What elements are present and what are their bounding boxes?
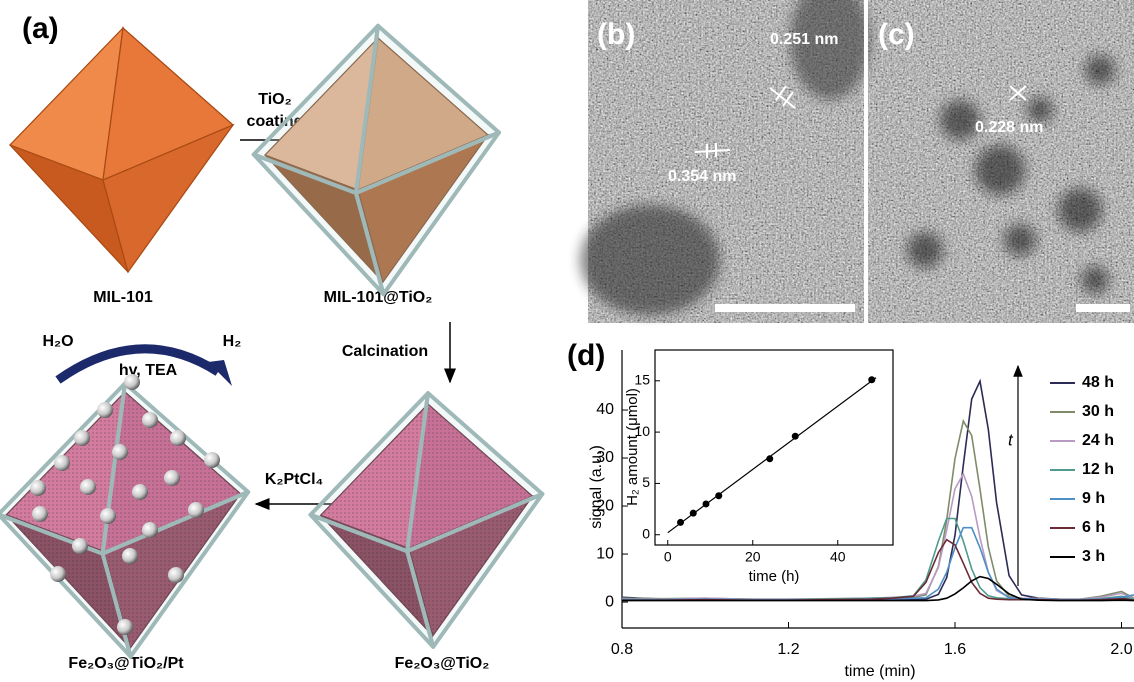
pt-particle	[122, 548, 138, 564]
pt-particle	[164, 470, 180, 486]
scale-bar	[715, 304, 855, 312]
divider	[864, 0, 868, 323]
lattice-spacing: 0.354 nm	[668, 168, 736, 185]
point	[792, 433, 799, 440]
pt-particle	[80, 479, 96, 495]
point	[715, 492, 722, 499]
step-label: K₂PtCl₄	[265, 471, 323, 488]
pt-particle	[100, 508, 116, 524]
y-axis-label: H₂ amount (μmol)	[624, 388, 641, 506]
pt-particle	[32, 506, 48, 522]
x-tick-label: 2.0	[1110, 641, 1132, 658]
y-tick-label: 5	[642, 474, 650, 490]
step-label: TiO₂	[258, 91, 291, 108]
x-tick-label: 40	[830, 549, 846, 565]
structure-label: MIL-101@TiO₂	[324, 289, 433, 306]
y-tick-label: 0	[605, 593, 614, 610]
y-tick-label: 10	[596, 545, 614, 562]
pt-particle	[142, 522, 158, 538]
x-tick-label: 0.8	[611, 641, 633, 658]
y-tick-label: 15	[634, 371, 650, 387]
x-tick-label: 0	[664, 549, 672, 565]
scale-bar	[1076, 304, 1130, 312]
x-tick-label: 1.2	[777, 641, 799, 658]
series-line	[622, 540, 1134, 601]
pt-particle	[54, 455, 70, 471]
panel-label: (a)	[22, 12, 59, 45]
lattice-spacing: 0.251 nm	[770, 31, 838, 48]
point	[703, 500, 710, 507]
structure-label: Fe₂O₃@TiO₂	[395, 655, 490, 672]
pt-particle	[72, 538, 88, 554]
x-tick-label: 1.6	[944, 641, 966, 658]
panel-label: (c)	[878, 18, 915, 51]
legend-label: 30 h	[1082, 403, 1114, 420]
x-tick-label: 20	[745, 549, 761, 565]
pt-particle	[117, 619, 133, 635]
lattice-spacing: 0.228 nm	[975, 119, 1043, 136]
pt-particle	[112, 444, 128, 460]
structure-label: MIL-101	[93, 289, 153, 306]
structure-label: Fe₂O₃@TiO₂/Pt	[68, 655, 184, 672]
legend-label: 48 h	[1082, 374, 1114, 391]
point	[766, 455, 773, 462]
pt-particle	[168, 567, 184, 583]
legend-label: 9 h	[1082, 490, 1105, 507]
pt-particle	[188, 502, 204, 518]
pt-particle	[170, 430, 186, 446]
point	[868, 376, 875, 383]
y-tick-label: 30	[596, 449, 614, 466]
product: H₂	[223, 333, 242, 350]
pt-particle	[74, 430, 90, 446]
legend-label: 3 h	[1082, 548, 1105, 565]
pt-particle	[132, 484, 148, 500]
pt-particle	[142, 412, 158, 428]
annotation: t	[1008, 430, 1014, 449]
step-label: Calcination	[342, 343, 428, 360]
x-axis-label: time (min)	[844, 663, 915, 680]
series-line	[622, 577, 1134, 601]
point	[677, 519, 684, 526]
y-tick-label: 0	[642, 525, 650, 541]
pt-particle	[124, 374, 140, 390]
legend-label: 24 h	[1082, 432, 1114, 449]
y-tick-label: 20	[596, 497, 614, 514]
reactant: H₂O	[42, 333, 73, 350]
figure: (a) MIL-101 MIL-101@TiO₂ Fe₂O₃@TiO₂ Fe₂O…	[0, 0, 1134, 682]
legend-label: 12 h	[1082, 461, 1114, 478]
panel-label: (d)	[567, 339, 605, 372]
panel-label: (b)	[597, 18, 635, 51]
legend-label: 6 h	[1082, 519, 1105, 536]
y-tick-label: 40	[596, 401, 614, 418]
pt-particle	[30, 480, 46, 496]
chart: 0 10 20 30 40 0.8 1.2 1.6 2.0 48 h 30 h 24 h 12 h 9 h…	[596, 350, 1134, 658]
point	[690, 510, 697, 517]
pt-particle	[50, 566, 66, 582]
x-axis-label: time (h)	[749, 568, 800, 585]
pt-particle	[204, 452, 220, 468]
pt-particle	[97, 402, 113, 418]
